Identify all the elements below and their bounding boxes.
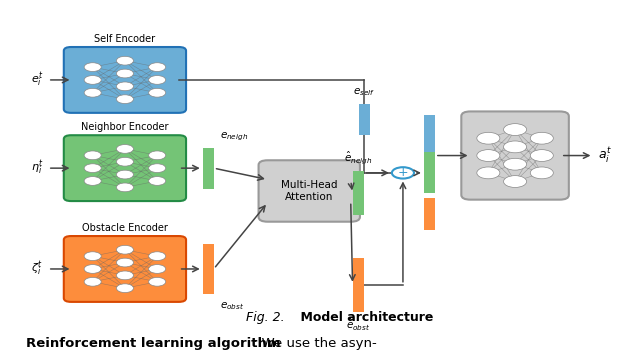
Text: $e_i^t$: $e_i^t$: [31, 71, 44, 89]
Text: Multi-Head
Attention: Multi-Head Attention: [281, 180, 337, 202]
Circle shape: [504, 141, 527, 153]
Circle shape: [148, 88, 166, 97]
Circle shape: [531, 167, 554, 179]
Text: $e_{self}$: $e_{self}$: [353, 86, 375, 98]
Text: Fig. 2.: Fig. 2.: [246, 311, 285, 324]
Circle shape: [148, 252, 166, 261]
Bar: [353, 171, 364, 215]
Circle shape: [148, 264, 166, 273]
Text: $\hat{e}_{obst}$: $\hat{e}_{obst}$: [346, 317, 371, 333]
Bar: [353, 258, 364, 312]
Bar: [358, 104, 370, 135]
Circle shape: [477, 150, 500, 161]
Circle shape: [116, 82, 134, 91]
FancyBboxPatch shape: [461, 112, 569, 200]
Circle shape: [84, 63, 101, 72]
Circle shape: [148, 75, 166, 84]
Circle shape: [116, 56, 134, 65]
Text: : We use the asyn-: : We use the asyn-: [253, 337, 376, 350]
Text: $a_i^t$: $a_i^t$: [598, 146, 612, 165]
Circle shape: [504, 124, 527, 136]
Circle shape: [148, 151, 166, 160]
Circle shape: [116, 284, 134, 292]
Bar: [424, 115, 435, 159]
Circle shape: [116, 95, 134, 103]
Circle shape: [84, 75, 101, 84]
Text: Reinforcement learning algorithm: Reinforcement learning algorithm: [26, 337, 280, 350]
Circle shape: [531, 132, 554, 144]
Circle shape: [116, 170, 134, 179]
Circle shape: [84, 151, 101, 160]
Circle shape: [84, 177, 101, 185]
Bar: [424, 152, 435, 193]
FancyBboxPatch shape: [64, 47, 186, 113]
Circle shape: [116, 271, 134, 280]
Text: Model architecture: Model architecture: [283, 311, 433, 324]
Circle shape: [531, 150, 554, 161]
Text: $\eta_i^t$: $\eta_i^t$: [31, 159, 44, 177]
Circle shape: [116, 158, 134, 166]
Circle shape: [84, 278, 101, 286]
Text: +: +: [397, 166, 408, 179]
Circle shape: [116, 144, 134, 153]
FancyBboxPatch shape: [64, 236, 186, 302]
Circle shape: [84, 164, 101, 172]
Circle shape: [116, 69, 134, 78]
Circle shape: [148, 164, 166, 172]
Bar: [203, 148, 214, 189]
Circle shape: [504, 176, 527, 188]
Text: Self Encoder: Self Encoder: [94, 34, 156, 44]
Circle shape: [504, 158, 527, 170]
FancyBboxPatch shape: [259, 160, 360, 222]
Circle shape: [477, 167, 500, 179]
Circle shape: [392, 167, 414, 178]
Text: Obstacle Encoder: Obstacle Encoder: [82, 223, 168, 233]
Circle shape: [116, 245, 134, 254]
Text: $e_{obst}$: $e_{obst}$: [220, 300, 244, 312]
Text: Neighbor Encoder: Neighbor Encoder: [81, 122, 169, 132]
Text: $\zeta_i^t$: $\zeta_i^t$: [31, 260, 44, 278]
Text: $e_{neigh}$: $e_{neigh}$: [220, 131, 248, 143]
Circle shape: [84, 88, 101, 97]
Bar: [203, 244, 214, 294]
Circle shape: [84, 252, 101, 261]
Circle shape: [148, 177, 166, 185]
Text: $\hat{e}_{neigh}$: $\hat{e}_{neigh}$: [344, 149, 372, 166]
FancyBboxPatch shape: [64, 135, 186, 201]
Circle shape: [116, 183, 134, 192]
Circle shape: [477, 132, 500, 144]
Bar: [424, 198, 435, 230]
Circle shape: [148, 63, 166, 72]
Circle shape: [148, 278, 166, 286]
Circle shape: [84, 264, 101, 273]
Circle shape: [116, 258, 134, 267]
